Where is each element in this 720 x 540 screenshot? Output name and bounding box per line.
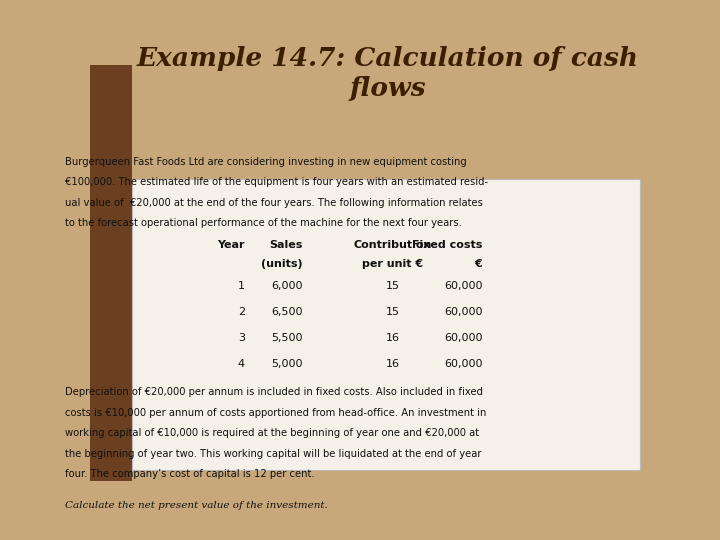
Text: Year: Year	[217, 240, 245, 251]
Text: 16: 16	[385, 333, 400, 343]
Text: 16: 16	[385, 359, 400, 369]
Text: 15: 15	[385, 281, 400, 291]
Text: Contribution: Contribution	[354, 240, 431, 251]
Text: Sales: Sales	[269, 240, 302, 251]
Text: (units): (units)	[261, 259, 302, 269]
Text: ual value of  €20,000 at the end of the four years. The following information re: ual value of €20,000 at the end of the f…	[65, 198, 482, 208]
Text: 2: 2	[238, 307, 245, 317]
Text: the beginning of year two. This working capital will be liquidated at the end of: the beginning of year two. This working …	[65, 449, 481, 459]
Text: 6,000: 6,000	[271, 281, 302, 291]
Text: Calculate the net present value of the investment.: Calculate the net present value of the i…	[65, 501, 328, 510]
Text: 60,000: 60,000	[444, 333, 482, 343]
Text: four. The company’s cost of capital is 12 per cent.: four. The company’s cost of capital is 1…	[65, 469, 315, 480]
Text: €: €	[474, 259, 482, 269]
Text: 5,000: 5,000	[271, 359, 302, 369]
Text: flows: flows	[349, 76, 426, 100]
Text: Fixed costs: Fixed costs	[412, 240, 482, 251]
Text: working capital of €10,000 is required at the beginning of year one and €20,000 : working capital of €10,000 is required a…	[65, 428, 479, 438]
Text: 3: 3	[238, 333, 245, 343]
Text: costs is €10,000 per annum of costs apportioned from head-office. An investment : costs is €10,000 per annum of costs appo…	[65, 408, 486, 418]
Text: Example 14.7: Calculation of cash: Example 14.7: Calculation of cash	[136, 46, 639, 71]
Bar	[90, 65, 132, 481]
Text: 1: 1	[238, 281, 245, 291]
Text: 5,500: 5,500	[271, 333, 302, 343]
Text: 60,000: 60,000	[444, 307, 482, 317]
Text: Burgerqueen Fast Foods Ltd are considering investing in new equipment costing: Burgerqueen Fast Foods Ltd are consideri…	[65, 157, 467, 167]
Text: 15: 15	[385, 307, 400, 317]
Text: 60,000: 60,000	[444, 281, 482, 291]
Text: to the forecast operational performance of the machine for the next four years.: to the forecast operational performance …	[65, 218, 462, 228]
Bar	[132, 179, 640, 470]
Text: per unit €: per unit €	[362, 259, 423, 269]
Text: 60,000: 60,000	[444, 359, 482, 369]
Text: 4: 4	[238, 359, 245, 369]
Text: €100,000. The estimated life of the equipment is four years with an estimated re: €100,000. The estimated life of the equi…	[65, 177, 488, 187]
Text: 6,500: 6,500	[271, 307, 302, 317]
Text: Depreciation of €20,000 per annum is included in fixed costs. Also included in f: Depreciation of €20,000 per annum is inc…	[65, 387, 483, 397]
